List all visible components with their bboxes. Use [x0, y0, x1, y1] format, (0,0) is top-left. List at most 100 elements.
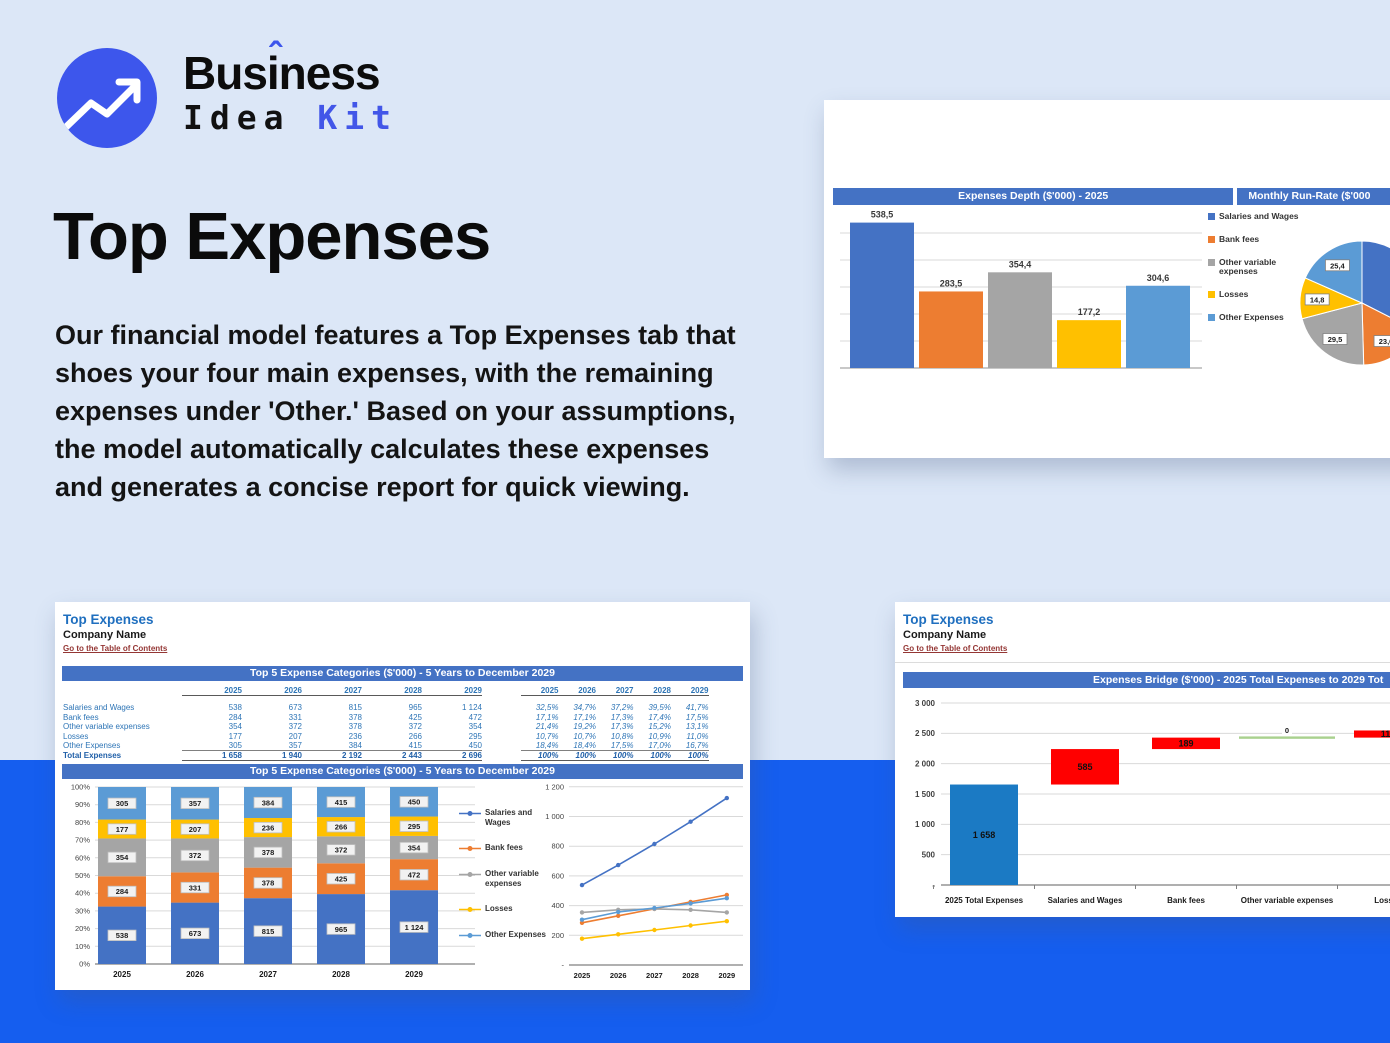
- chart-text: 2025: [574, 971, 591, 980]
- chart-text: 200: [551, 931, 564, 940]
- legend-line-marker-icon: [459, 933, 481, 939]
- top5-stacked-bar-chart: 0% 10% 20% 30% 40% 50% 60% 70% 80% 90% 100% 538 284 3…: [71, 783, 475, 979]
- waterfall-bar-Salaries and Wages: [1051, 749, 1119, 785]
- legend-line-marker-icon: [459, 811, 481, 816]
- waterfall-bar-Bank fees: [1152, 737, 1220, 750]
- chart-text: 384: [262, 798, 275, 807]
- row-label: Salaries and Wages: [63, 703, 135, 712]
- chart-text: 2029: [405, 970, 423, 979]
- logo-text: Business ˆ Idea Kit: [183, 36, 398, 138]
- chart-text: 500: [922, 850, 936, 859]
- chart-text: 100%: [71, 783, 91, 792]
- row-label: Other Expenses: [63, 741, 121, 750]
- chart-text: 1 500: [915, 790, 936, 799]
- legend-item: Other Expenses: [459, 930, 551, 940]
- chart-text: 415: [335, 798, 348, 807]
- chart-text: 2029: [718, 971, 735, 980]
- chart-text: 2025 Total Expenses: [945, 896, 1024, 905]
- row-label: Total Expenses: [63, 750, 122, 760]
- legend-label: Other Expenses: [1219, 311, 1284, 322]
- chart-text: 177: [116, 825, 129, 834]
- waterfall-zero-bar: [1239, 736, 1335, 739]
- segment-label-box: [180, 881, 210, 894]
- chart-text: 90%: [75, 800, 90, 809]
- segment-label-box: [399, 841, 429, 854]
- table-cell: 17,1%: [573, 712, 596, 722]
- table-cell: 2028: [653, 686, 671, 695]
- table-cell: 2 696: [461, 750, 482, 760]
- table-cell: 2025: [224, 686, 242, 695]
- legend-item: Losses: [459, 904, 551, 914]
- chart-text: 400: [551, 901, 564, 910]
- chart-text: 673: [189, 929, 202, 938]
- table-cell: 2 192: [341, 750, 362, 760]
- legend-line-marker-icon: [459, 846, 481, 852]
- table-cell: 472: [468, 712, 482, 722]
- segment-label-box: [253, 846, 283, 859]
- table-cell: 15,2%: [648, 722, 671, 731]
- chart-text: 378: [262, 848, 275, 857]
- segment-label-box: [399, 869, 429, 881]
- chart-text: 50%: [75, 871, 90, 880]
- table-cell: 2029: [464, 686, 482, 695]
- bar-Salaries and Wages: [850, 222, 914, 368]
- separator-line: [895, 662, 1390, 663]
- chart-text: 354: [408, 843, 421, 852]
- expenses-depth-card: Expenses Depth ($'000) - 2025 Monthly Ru…: [824, 100, 1390, 458]
- legend-label: Bank fees: [1219, 233, 1260, 244]
- chart-text: 2027: [646, 971, 663, 980]
- legend-item: Salaries and Wages: [1208, 211, 1306, 222]
- chart-text: 800: [551, 842, 564, 851]
- chart-text: 80%: [75, 818, 90, 827]
- table-of-contents-link[interactable]: Go to the Table of Contents: [903, 644, 1008, 653]
- table-cell: 39,5%: [648, 703, 671, 712]
- table-cell: 11,0%: [686, 731, 709, 741]
- table-cell: 17,5%: [610, 741, 634, 750]
- brand-logo: Business ˆ Idea Kit: [57, 36, 398, 148]
- table-row: Bank fees 284 331 378 425 472 17,1% 17,1% 17,3% 1…: [55, 713, 750, 723]
- table-cell: 21,4%: [535, 722, 559, 731]
- table-cell: 41,7%: [685, 703, 709, 712]
- chart-text: 1 200: [545, 782, 564, 791]
- runrate-pie-chart: 23,6 29,5 14,8 25,4: [1299, 240, 1390, 366]
- chart-text: 30%: [75, 906, 90, 915]
- pie-label-box: [1373, 335, 1390, 347]
- table-cell: 965: [408, 703, 422, 712]
- legend-swatch-icon: [1208, 258, 1215, 266]
- chart-text: 2027: [259, 970, 277, 979]
- table-cell: 673: [288, 703, 302, 712]
- chart-text: 538: [116, 931, 129, 940]
- legend-label: Losses: [485, 904, 513, 914]
- chart-text: 20%: [75, 924, 90, 933]
- table-of-contents-link[interactable]: Go to the Table of Contents: [63, 644, 168, 653]
- table-cell: 17,0%: [648, 741, 671, 750]
- chart-text: Salaries and Wages: [1048, 896, 1123, 905]
- segment-label-box: [399, 820, 429, 832]
- pie-slice-Salaries and Wages: [1361, 240, 1390, 318]
- legend-item: Losses: [1208, 289, 1306, 300]
- expenses-depth-bar-chart: 538,5 283,5 354,4 177,2 304,6: [840, 210, 1202, 369]
- chart-text: 372: [189, 851, 202, 860]
- page-title: Top Expenses: [53, 199, 491, 274]
- chart-text: 425: [335, 874, 348, 883]
- table-cell: 37,2%: [610, 703, 634, 712]
- chart-text: 10%: [75, 942, 90, 951]
- segment-label-box: [253, 796, 283, 809]
- segment-label-box: [326, 873, 356, 885]
- legend-item: Bank fees: [1208, 233, 1306, 245]
- table-cell: 378: [348, 712, 362, 722]
- legend-item: Other variable expenses: [459, 869, 551, 888]
- bridge-chart-header: Expenses Bridge ($'000) - 2025 Total Exp…: [903, 672, 1390, 688]
- table-cell: 19,2%: [573, 722, 596, 731]
- chart-text: 2 000: [915, 759, 936, 768]
- table-cell: 10,7%: [573, 731, 596, 741]
- segment-label-box: [180, 927, 210, 939]
- chart-text: 1 000: [545, 812, 564, 821]
- chart-text: 236: [262, 823, 275, 832]
- chart-text: 1 658: [973, 830, 996, 840]
- row-label: Losses: [63, 731, 89, 741]
- legend-label: Salaries and Wages: [1219, 211, 1299, 221]
- table-row: Other Expenses 305 357 384 415 450 18,4% 18,4% 1…: [55, 741, 750, 751]
- chart-text: 354,4: [1009, 259, 1032, 269]
- table-cell: 2026: [578, 686, 596, 695]
